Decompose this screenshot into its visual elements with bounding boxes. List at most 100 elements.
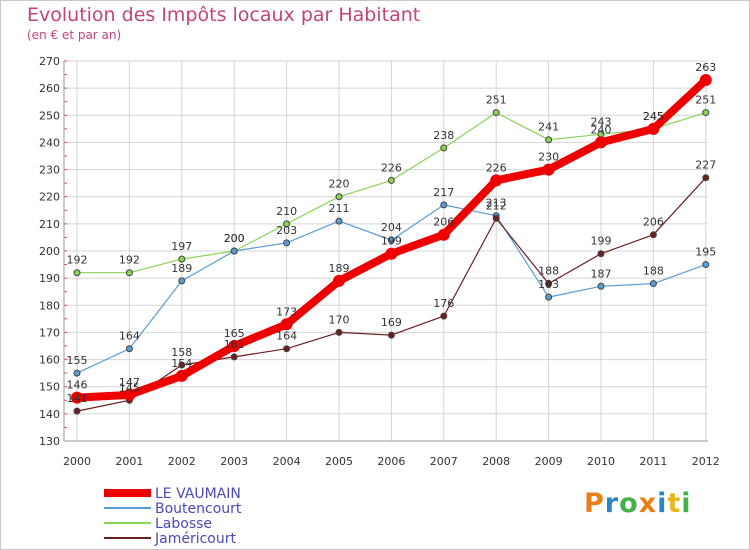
data-label: 206 xyxy=(643,216,664,229)
data-label: 243 xyxy=(591,115,612,128)
logo-letter: t xyxy=(667,488,682,519)
data-point xyxy=(230,353,238,361)
logo-letter: o xyxy=(619,488,639,519)
data-label: 158 xyxy=(171,346,192,359)
logo-letter: P xyxy=(584,488,605,519)
data-label: 263 xyxy=(695,61,716,74)
data-label: 220 xyxy=(329,178,350,191)
data-point xyxy=(387,176,395,184)
data-point xyxy=(335,217,343,225)
y-tick-label: 170 xyxy=(39,326,60,339)
data-point xyxy=(545,293,553,301)
y-tick-label: 200 xyxy=(39,245,60,258)
logo-letter: i xyxy=(681,488,692,519)
data-point xyxy=(597,282,605,290)
legend-label: Jaméricourt xyxy=(154,531,236,547)
data-label: 213 xyxy=(486,197,507,210)
data-label: 203 xyxy=(276,224,297,237)
data-point xyxy=(440,312,448,320)
data-point xyxy=(699,74,712,86)
data-label: 183 xyxy=(538,278,559,291)
data-point xyxy=(387,236,395,244)
data-label: 141 xyxy=(67,392,88,405)
data-point xyxy=(123,388,136,401)
x-tick-label: 2007 xyxy=(430,455,458,468)
data-point xyxy=(125,269,133,277)
logo-letter: x xyxy=(638,488,658,519)
data-point xyxy=(385,247,398,260)
data-point xyxy=(283,220,291,228)
data-point xyxy=(490,174,503,187)
data-label: 188 xyxy=(643,265,664,278)
data-label: 165 xyxy=(224,327,245,340)
data-label: 212 xyxy=(486,199,507,212)
x-tick-label: 2002 xyxy=(168,455,196,468)
data-point xyxy=(647,122,660,135)
legend-label: LE VAUMAIN xyxy=(155,486,241,502)
logo-letter: r xyxy=(604,488,620,519)
data-label: 211 xyxy=(329,202,350,215)
data-point xyxy=(73,369,81,377)
y-tick-label: 250 xyxy=(39,109,60,122)
data-point xyxy=(542,163,555,176)
data-point xyxy=(228,340,241,352)
data-label: 200 xyxy=(224,232,245,245)
data-label: 226 xyxy=(486,161,507,174)
data-label: 245 xyxy=(643,110,664,123)
logo-letter: i xyxy=(657,488,668,519)
data-point xyxy=(702,174,710,182)
data-label: 146 xyxy=(67,379,88,392)
data-label: 230 xyxy=(538,151,559,164)
y-tick-label: 270 xyxy=(39,55,60,68)
data-label: 206 xyxy=(433,216,454,229)
data-label: 199 xyxy=(591,235,612,248)
x-tick-label: 2011 xyxy=(639,455,667,468)
data-label: 187 xyxy=(591,267,612,280)
x-tick-label: 2012 xyxy=(692,455,720,468)
data-label: 169 xyxy=(381,316,402,329)
data-label: 251 xyxy=(695,94,716,107)
data-label: 161 xyxy=(224,338,245,351)
data-point xyxy=(335,328,343,336)
data-label: 195 xyxy=(695,246,716,259)
x-tick-label: 2004 xyxy=(273,455,301,468)
data-label: 226 xyxy=(381,161,402,174)
data-label: 188 xyxy=(538,265,559,278)
x-tick-label: 2001 xyxy=(115,455,143,468)
data-point xyxy=(595,136,607,149)
x-tick-label: 2008 xyxy=(482,455,510,468)
data-label: 200 xyxy=(224,232,245,245)
data-point xyxy=(545,280,553,288)
x-tick-label: 2010 xyxy=(587,455,615,468)
data-point xyxy=(492,109,500,117)
data-point xyxy=(702,261,710,269)
data-point xyxy=(230,247,238,255)
legend-label: Labosse xyxy=(155,516,212,532)
data-point xyxy=(492,214,500,222)
data-point xyxy=(649,280,657,288)
y-tick-label: 230 xyxy=(39,164,60,177)
data-point xyxy=(283,345,291,353)
y-tick-label: 260 xyxy=(39,82,60,95)
data-point xyxy=(387,331,395,339)
y-tick-label: 130 xyxy=(39,435,60,448)
x-tick-label: 2003 xyxy=(220,455,248,468)
data-label: 245 xyxy=(643,110,664,123)
y-tick-label: 210 xyxy=(39,218,60,231)
data-label: 189 xyxy=(171,262,192,275)
data-point xyxy=(335,193,343,201)
x-tick-label: 2000 xyxy=(63,455,91,468)
x-tick-label: 2009 xyxy=(535,455,563,468)
data-label: 147 xyxy=(119,376,140,389)
data-point xyxy=(283,239,291,247)
data-point xyxy=(597,250,605,258)
data-point xyxy=(437,228,450,241)
data-point xyxy=(649,231,657,239)
data-label: 240 xyxy=(591,123,612,136)
data-label: 192 xyxy=(119,254,140,267)
data-point xyxy=(175,369,188,382)
data-point xyxy=(178,361,186,369)
data-point xyxy=(545,136,553,144)
